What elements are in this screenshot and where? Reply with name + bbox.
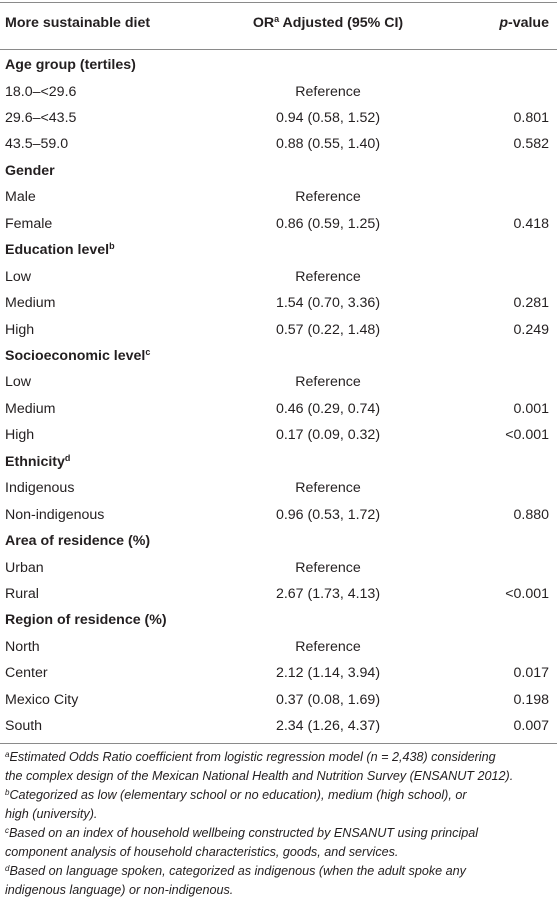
table-row: Center 2.12 (1.14, 3.94) 0.017 [0,660,557,686]
section-heading: Socioeconomic levelc [5,346,151,364]
or-value: 0.37 (0.08, 1.69) [275,691,381,708]
row-label: Rural [5,586,39,602]
row-label: High [5,321,35,338]
section-heading: Region of residence (%) [5,612,167,629]
p-value: 0.801 [513,109,549,126]
table-row: 43.5–59.0 0.88 (0.55, 1.40) 0.582 [0,131,557,157]
or-value: 2.34 (1.26, 4.37) [275,718,381,735]
or-value: 0.86 (0.59, 1.25) [275,215,381,232]
p-value: <0.001 [505,427,549,444]
p-value: 0.281 [513,295,549,311]
footnote-b: bCategorized as low (elementary school o… [5,788,467,821]
footnote-a: aEstimated Odds Ratio coefficient from l… [5,750,514,783]
table-row: 18.0–<29.6 Reference [0,79,557,105]
p-value: 0.198 [513,691,549,708]
row-label: Non-indigenous [5,506,105,523]
or-value: 2.67 (1.73, 4.13) [275,586,381,602]
section-row: Socioeconomic levelc [0,343,557,369]
section-heading: Gender [5,162,55,179]
row-label: South [5,718,43,735]
p-value: 0.418 [513,215,549,232]
or-value: 0.57 (0.22, 1.48) [275,321,381,338]
row-label: High [5,427,35,444]
top-rule [0,2,557,3]
or-value: 0.88 (0.55, 1.40) [275,136,381,153]
table-row: High 0.17 (0.09, 0.32) <0.001 [0,422,557,448]
table-row: Low Reference [0,369,557,395]
or-value: Reference [295,374,361,391]
p-value: 0.880 [513,506,549,523]
section-heading: Area of residence (%) [5,533,151,550]
header-rule [0,49,557,50]
header-diet: More sustainable diet [5,15,151,31]
section-row: Region of residence (%) [0,607,557,633]
table-row: North Reference [0,634,557,660]
or-value: 0.96 (0.53, 1.72) [275,506,381,523]
table-row: Non-indigenous 0.96 (0.53, 1.72) 0.880 [0,502,557,528]
row-label: Mexico City [5,691,79,708]
footnote-c: cBased on an index of household wellbein… [5,826,479,859]
or-value: Reference [295,480,361,497]
section-heading: Education levelb [5,241,115,259]
p-value: 0.249 [513,321,549,338]
row-label: Urban [5,559,44,576]
section-row: Ethnicityd [0,449,557,475]
or-value: 0.94 (0.58, 1.52) [275,109,381,126]
table-row: High 0.57 (0.22, 1.48) 0.249 [0,317,557,343]
or-value: Reference [295,189,361,206]
or-value: Reference [295,268,361,285]
section-row: Education levelb [0,237,557,263]
or-value: Reference [295,559,361,576]
p-value: 0.582 [513,136,549,153]
table-row: Urban Reference [0,555,557,581]
table-row: Indigenous Reference [0,475,557,501]
table-row: Medium 1.54 (0.70, 3.36) 0.281 [0,290,557,316]
bottom-rule [0,743,557,744]
section-heading: Ethnicityd [5,452,71,470]
table-header: More sustainable diet ORa Adjusted (95% … [0,8,557,38]
row-label: Male [5,189,36,206]
or-value: 0.46 (0.29, 0.74) [275,400,381,417]
row-label: 43.5–59.0 [5,136,69,153]
table-row: Mexico City 0.37 (0.08, 1.69) 0.198 [0,687,557,713]
header-or: ORa Adjusted (95% CI) [252,14,404,32]
row-label: Female [5,215,53,232]
section-heading: Age group (tertiles) [5,57,136,73]
row-label: Medium [5,400,56,417]
row-label: North [5,638,40,655]
table-row: Male Reference [0,184,557,210]
section-row: Gender [0,158,557,184]
header-pvalue: p-value [499,15,549,31]
row-label: Indigenous [5,480,75,497]
or-value: 0.17 (0.09, 0.32) [275,427,381,444]
row-label: 18.0–<29.6 [5,83,77,100]
or-value: Reference [295,83,361,100]
or-value: 1.54 (0.70, 3.36) [275,295,381,311]
table-row: Low Reference [0,264,557,290]
table-row: Medium 0.46 (0.29, 0.74) 0.001 [0,396,557,422]
row-label: Low [5,374,32,391]
p-value: <0.001 [505,586,549,602]
or-value: Reference [295,638,361,655]
section-row: Area of residence (%) [0,528,557,554]
table-row: South 2.34 (1.26, 4.37) 0.007 [0,713,557,739]
row-label: Medium [5,295,56,311]
footnote-d: dBased on language spoken, categorized a… [5,864,466,897]
p-value: 0.007 [513,718,549,735]
table-row: Rural 2.67 (1.73, 4.13) <0.001 [0,581,557,607]
row-label: Low [5,268,32,285]
table-row: 29.6–<43.5 0.94 (0.58, 1.52) 0.801 [0,105,557,131]
table-row: Female 0.86 (0.59, 1.25) 0.418 [0,211,557,237]
p-value: 0.001 [513,400,549,417]
p-value: 0.017 [513,665,549,682]
row-label: 29.6–<43.5 [5,109,77,126]
row-label: Center [5,665,48,682]
or-value: 2.12 (1.14, 3.94) [275,665,381,682]
section-row: Age group (tertiles) [0,52,557,78]
